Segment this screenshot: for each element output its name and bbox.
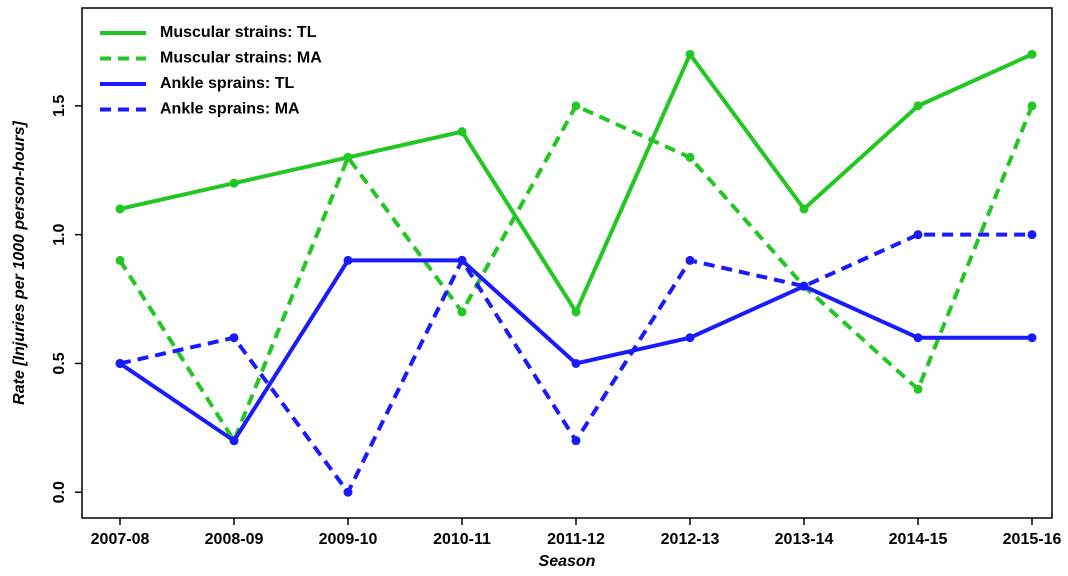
point [457,307,467,317]
x-tick-label: 2012-13 [661,531,720,548]
x-tick-label: 2009-10 [319,531,378,548]
point [115,255,125,265]
legend-label: Ankle sprains: MA [160,101,300,118]
series-line [118,103,1034,446]
point [457,255,467,265]
x-tick-label: 2013-14 [775,531,834,548]
x-tick-label: 2010-11 [433,531,491,548]
point [229,333,239,343]
point [457,127,467,137]
point [229,178,239,188]
x-tick-label: 2011-12 [547,531,605,548]
point [571,307,581,317]
point [799,204,809,214]
point [343,487,353,497]
point [799,281,809,291]
point [685,333,695,343]
point [571,436,581,446]
point [1027,49,1037,59]
series-line [119,50,1033,317]
y-tick-label: 1.0 [51,223,68,245]
x-tick-label: 2008-09 [205,531,264,548]
y-tick-label: 1.5 [51,95,68,117]
point [913,333,923,343]
y-tick-label: 0.0 [51,481,68,503]
point [913,384,923,394]
point [685,255,695,265]
legend-label: Muscular strains: MA [160,50,322,67]
point [115,358,125,368]
point [1027,230,1037,240]
legend-label: Ankle sprains: TL [160,75,294,92]
point [115,204,125,214]
point [913,230,923,240]
point [343,255,353,265]
x-tick-label: 2015-16 [1003,531,1062,548]
point [343,152,353,162]
point [685,152,695,162]
plot-frame [81,7,1053,519]
point [1027,333,1037,343]
x-axis-label: Season [539,553,596,570]
point [1027,101,1037,111]
point [571,101,581,111]
y-axis-label: Rate [Injuries per 1000 person-hours] [11,121,28,405]
point [229,436,239,446]
legend-label: Muscular strains: TL [160,24,317,41]
y-tick-label: 0.5 [51,352,68,374]
point [571,358,581,368]
x-tick-label: 2014-15 [889,531,948,548]
series-line [118,258,1032,444]
point [913,101,923,111]
x-tick-label: 2007-08 [91,531,150,548]
point [685,49,695,59]
